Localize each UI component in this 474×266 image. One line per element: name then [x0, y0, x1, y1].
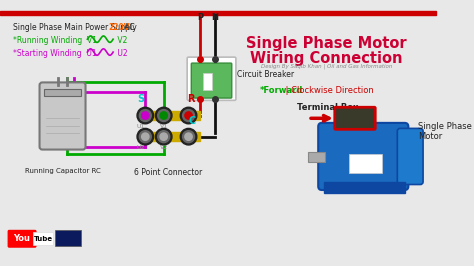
Text: 220V: 220V [109, 23, 130, 32]
Circle shape [185, 112, 192, 119]
Bar [203, 73, 212, 90]
Circle shape [142, 133, 149, 140]
Bar [44, 89, 81, 96]
Text: Single Phase Main Power Supply: Single Phase Main Power Supply [13, 23, 139, 32]
Text: Terminal Box: Terminal Box [297, 103, 358, 112]
Text: *Starting Winding  U1: *Starting Winding U1 [13, 49, 99, 58]
Circle shape [182, 131, 194, 143]
Text: Design By Saqib Khan | Oil and Gas Information: Design By Saqib Khan | Oil and Gas Infor… [261, 63, 392, 69]
Text: V2: V2 [115, 36, 128, 45]
Text: Tube: Tube [34, 236, 53, 242]
Circle shape [142, 112, 149, 119]
Circle shape [139, 110, 151, 122]
Text: C: C [189, 116, 196, 126]
Text: P: P [198, 14, 203, 22]
Text: *Running Winding  V1: *Running Winding V1 [13, 36, 99, 45]
FancyBboxPatch shape [39, 82, 85, 149]
Circle shape [160, 112, 167, 119]
Circle shape [160, 133, 167, 140]
FancyBboxPatch shape [8, 230, 36, 247]
Circle shape [180, 107, 197, 124]
Text: You: You [14, 234, 30, 243]
Text: 6 Point Connector: 6 Point Connector [134, 168, 202, 177]
Text: Circuit Breaker: Circuit Breaker [237, 70, 294, 79]
Circle shape [137, 128, 154, 145]
Circle shape [182, 110, 194, 122]
Text: U1: U1 [137, 124, 145, 129]
Bar [33, 232, 54, 245]
Text: V1: V1 [160, 124, 168, 129]
Bar [308, 152, 325, 161]
FancyBboxPatch shape [318, 123, 408, 190]
FancyBboxPatch shape [335, 107, 375, 129]
Circle shape [139, 131, 151, 143]
FancyBboxPatch shape [397, 128, 423, 185]
Text: R: R [187, 94, 194, 105]
Text: U2: U2 [115, 49, 128, 58]
Text: N: N [212, 14, 219, 22]
Text: Single Phase
Motor: Single Phase Motor [419, 122, 472, 141]
Circle shape [180, 128, 197, 145]
Text: S: S [137, 94, 144, 105]
Bar [324, 182, 405, 193]
Bar [0, 11, 436, 15]
Circle shape [185, 133, 192, 140]
Circle shape [155, 107, 172, 124]
Circle shape [158, 131, 170, 143]
Bar [349, 154, 382, 173]
Text: | Clockwise Direction: | Clockwise Direction [283, 86, 374, 95]
Circle shape [137, 107, 154, 124]
Text: Wiring Connection: Wiring Connection [250, 51, 403, 66]
Text: AC: AC [122, 23, 135, 32]
Text: *Forward: *Forward [259, 86, 303, 95]
Circle shape [158, 110, 170, 122]
Bar [55, 230, 81, 246]
Bar [141, 111, 201, 120]
Text: V2: V2 [160, 145, 168, 150]
Circle shape [155, 128, 172, 145]
Text: Running Capacitor RC: Running Capacitor RC [25, 168, 100, 174]
FancyBboxPatch shape [187, 57, 236, 100]
Text: Single Phase Motor: Single Phase Motor [246, 36, 407, 51]
FancyBboxPatch shape [191, 63, 232, 98]
Bar [141, 132, 201, 141]
Text: U2: U2 [137, 145, 145, 150]
